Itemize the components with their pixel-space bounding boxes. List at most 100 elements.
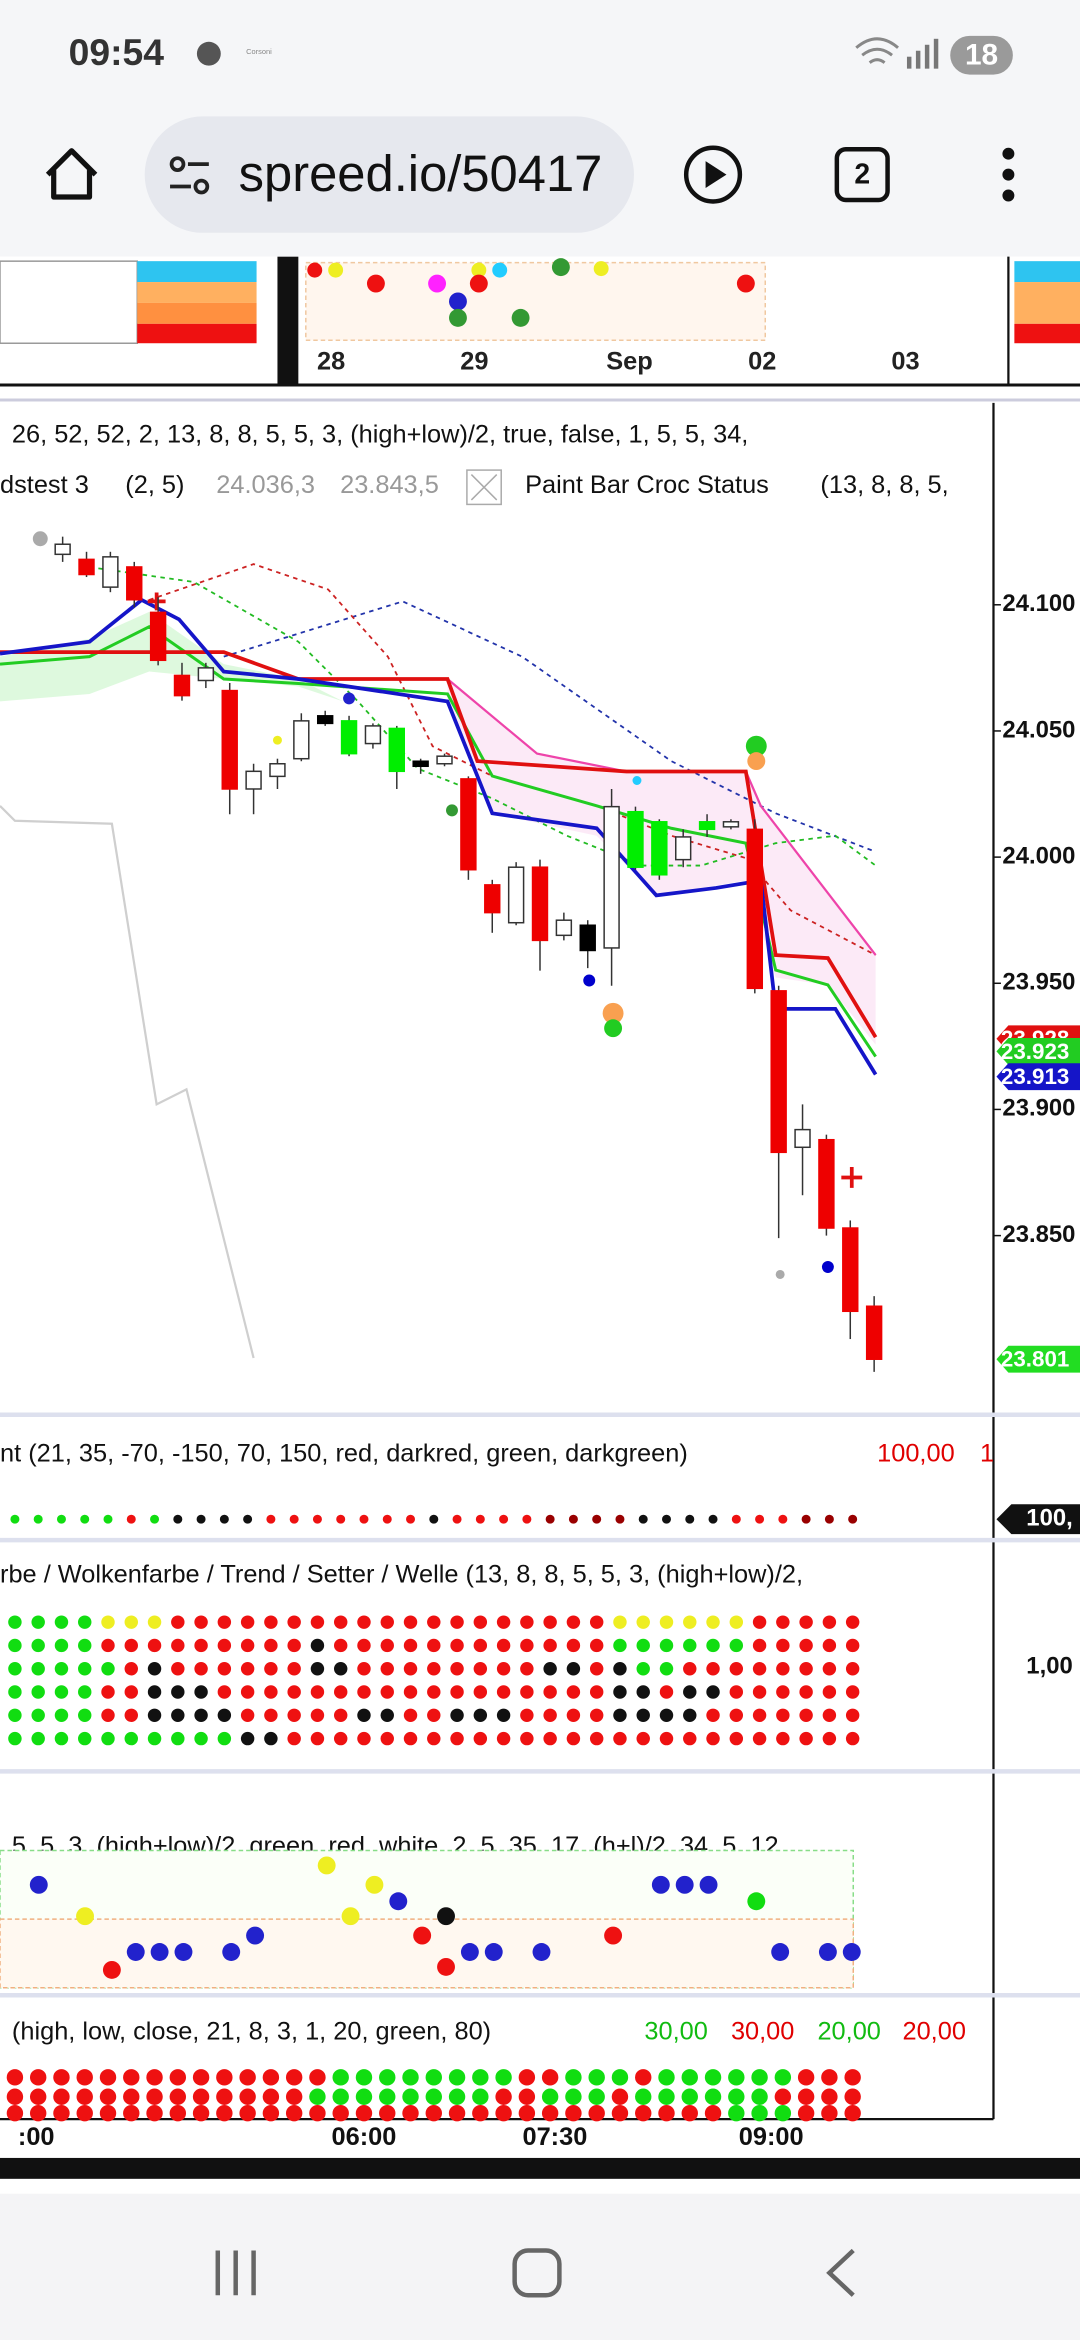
signal-dot	[484, 1943, 503, 1961]
state-dot	[613, 1638, 627, 1653]
state-dot	[53, 2104, 70, 2122]
state-dot	[704, 2088, 722, 2105]
state-dot	[708, 1514, 718, 1524]
state-dot	[496, 1708, 511, 1723]
state-dot	[124, 1615, 138, 1629]
state-dot	[683, 1638, 697, 1653]
state-dot	[589, 1662, 604, 1676]
url-bar[interactable]	[144, 116, 634, 233]
state-dot	[333, 1708, 348, 1723]
state-dot	[103, 1514, 113, 1524]
state-dot	[448, 2088, 466, 2105]
state-dot	[731, 1514, 741, 1524]
state-dot	[171, 1708, 185, 1723]
y-tick-label: 23.950	[1002, 969, 1075, 996]
battery-level: 18	[965, 39, 998, 72]
state-dot	[124, 1708, 138, 1723]
state-dot	[635, 2088, 652, 2105]
state-dot	[6, 2069, 24, 2086]
signal-dot	[604, 1926, 623, 1945]
state-dot	[822, 1731, 837, 1746]
state-dot	[31, 1685, 45, 1699]
scroll-bar	[0, 2157, 1080, 2179]
state-dot	[588, 2104, 605, 2122]
state-dot	[31, 1662, 45, 1676]
state-dot	[566, 1685, 581, 1699]
play-icon	[705, 161, 727, 189]
state-dot	[123, 2104, 140, 2122]
state-dot	[450, 1638, 464, 1653]
x-tick-label: 06:00	[332, 2123, 397, 2151]
state-dot	[473, 1662, 488, 1676]
state-dot	[589, 1615, 604, 1629]
candle-body	[245, 770, 262, 790]
panel-axis-label: 1,00	[1026, 1652, 1072, 1679]
state-dot	[752, 1685, 767, 1699]
menu-button[interactable]	[1002, 147, 1015, 202]
y-tick-label: 24.100	[1002, 590, 1075, 617]
url[interactable]: spreed.io/50417	[239, 145, 603, 202]
state-dot	[310, 1685, 325, 1699]
state-dot	[264, 1638, 278, 1653]
state-dot	[123, 2069, 140, 2086]
state-dot	[496, 1731, 511, 1746]
state-dot	[496, 1638, 511, 1653]
indicator-value: 23.843,5	[340, 471, 439, 499]
indicator-params: (13, 8, 8, 5,	[820, 471, 948, 499]
state-dot	[147, 1731, 162, 1746]
state-dot	[78, 1615, 92, 1629]
site-info-icon[interactable]	[169, 156, 210, 195]
state-dot	[380, 1638, 394, 1653]
state-dot	[565, 2088, 582, 2105]
home-nav-button[interactable]	[512, 2248, 562, 2298]
state-dot	[659, 1638, 674, 1653]
tabs-button[interactable]	[834, 146, 890, 203]
state-dot	[101, 1662, 115, 1676]
state-dot	[146, 2104, 163, 2122]
recents-button[interactable]	[215, 2250, 256, 2296]
state-dot	[566, 1662, 581, 1676]
state-dot	[845, 1638, 860, 1653]
state-dot	[357, 1615, 371, 1629]
back-button[interactable]	[826, 2248, 855, 2297]
signal-dot	[651, 1875, 670, 1894]
play-button[interactable]	[683, 145, 743, 204]
state-dot	[171, 1685, 185, 1699]
state-dot	[29, 2069, 47, 2086]
state-dot	[357, 1731, 371, 1746]
indicator-name: Paint Bar Croc Status	[525, 471, 769, 499]
state-dot	[8, 1638, 22, 1653]
state-dot	[285, 2104, 303, 2122]
date-label: Sep	[606, 347, 653, 375]
home-button[interactable]	[45, 148, 98, 200]
state-dot	[357, 1662, 371, 1676]
state-dot	[219, 1514, 229, 1524]
signal-dot	[126, 1943, 145, 1961]
state-dot	[613, 1662, 627, 1676]
state-dot	[751, 2104, 768, 2122]
state-dot	[169, 2104, 187, 2122]
signal-markers	[32, 531, 863, 1279]
state-dot	[332, 2069, 349, 2086]
state-dot	[264, 1615, 278, 1629]
candle-body	[603, 805, 620, 949]
indicator-lines	[0, 563, 878, 1359]
state-dot	[565, 2069, 582, 2086]
state-dot	[216, 2069, 233, 2086]
state-dot	[543, 1731, 557, 1746]
state-dot	[379, 2069, 396, 2086]
state-dot	[589, 1731, 604, 1746]
state-dot	[240, 1731, 255, 1746]
state-dot	[566, 1638, 581, 1653]
state-dot	[638, 1514, 648, 1524]
state-dot	[495, 2069, 512, 2086]
state-dot	[101, 1731, 115, 1746]
state-dot	[681, 2088, 698, 2105]
state-dot	[636, 1615, 650, 1629]
state-dot	[194, 1685, 208, 1699]
state-dot	[729, 1731, 744, 1746]
state-dot	[8, 1708, 22, 1723]
remove-indicator[interactable]	[466, 469, 502, 506]
state-dot	[541, 2069, 559, 2086]
date-label: 03	[891, 347, 919, 375]
